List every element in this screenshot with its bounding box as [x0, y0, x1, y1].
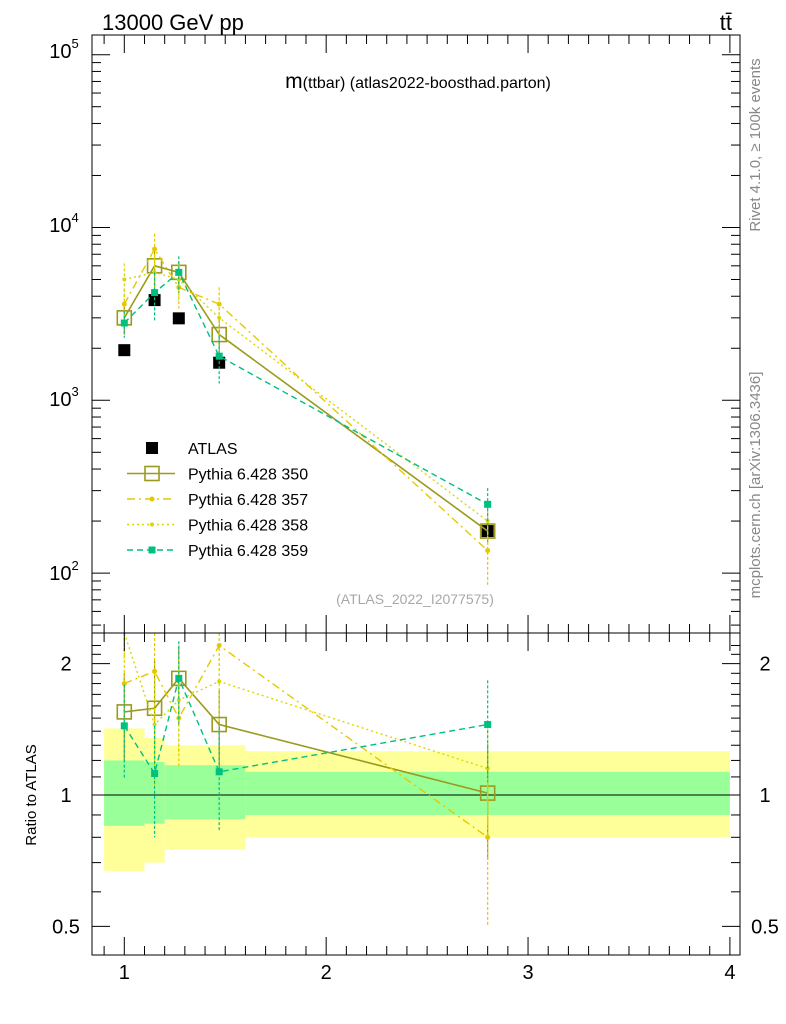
- main-series-line: [124, 271, 489, 522]
- main-data-point: [120, 319, 128, 327]
- legend-entry: ATLAS: [146, 441, 238, 458]
- legend-entry: Pythia 6.428 357: [127, 492, 308, 509]
- ratio-data-point: [152, 722, 157, 727]
- legend-entry: Pythia 6.428 359: [127, 543, 308, 560]
- plot-axes: 0.5 0.5 1 1 2 2 1 2 3 4: [52, 34, 779, 984]
- ratio-y-tick-label-right: 2: [759, 654, 770, 676]
- ratio-plot-frame: [91, 632, 741, 956]
- ratio-data-point: [217, 679, 222, 684]
- main-y-tick-exp: 5: [72, 36, 79, 51]
- ratio-y-tick-label-right: 0.5: [751, 916, 779, 938]
- ratio-data-point: [211, 716, 227, 733]
- main-data-point: [122, 277, 127, 282]
- ratio-data-point: [175, 674, 183, 682]
- main-y-tick-label: 102: [49, 558, 78, 585]
- header-left-label: 13000 GeV pp: [102, 10, 244, 35]
- ratio-y-tick-label-right: 1: [759, 785, 770, 807]
- main-y-tick-base: 10: [49, 563, 71, 585]
- ratio-y-tick-label: 2: [60, 654, 71, 676]
- main-y-tick-label: 103: [49, 384, 78, 411]
- main-data-point: [485, 548, 491, 554]
- legend-label: Pythia 6.428 359: [188, 543, 308, 560]
- legend-label: ATLAS: [188, 441, 238, 458]
- legend-label: Pythia 6.428 358: [188, 518, 308, 535]
- main-plot-title-rest: (ttbar) (atlas2022-boosthad.parton): [303, 75, 551, 92]
- x-tick-label: 4: [724, 962, 735, 984]
- legend-label: Pythia 6.428 350: [188, 467, 308, 484]
- ratio-data-point: [120, 722, 128, 730]
- ratio-data-point: [485, 834, 491, 840]
- mcplots-label: mcplots.cern.ch [arXiv:1306.3436]: [747, 372, 764, 599]
- ratio-data-point: [216, 643, 222, 649]
- analysis-id-label: (ATLAS_2022_I2077575): [336, 591, 494, 607]
- ratio-y-tick-label: 1: [60, 785, 71, 807]
- main-data-point: [118, 344, 131, 357]
- ratio-band-inner: [164, 765, 246, 820]
- legend-marker: [146, 442, 158, 454]
- ratio-series-3: [120, 641, 492, 838]
- main-data-point: [172, 312, 185, 325]
- ratio-data-point: [152, 668, 158, 674]
- main-plot-series: [116, 233, 496, 586]
- main-y-tick-base: 10: [49, 215, 71, 237]
- main-y-tick-base: 10: [49, 41, 71, 63]
- main-y-tick-exp: 3: [72, 384, 79, 399]
- main-y-tick-exp: 4: [72, 210, 79, 225]
- main-data-point: [176, 277, 181, 282]
- ratio-y-tick-label: 0.5: [52, 916, 80, 938]
- ratio-plot-series: [116, 632, 496, 927]
- legend-marker: [149, 496, 155, 502]
- legend-entry: Pythia 6.428 350: [127, 465, 308, 484]
- main-data-point: [151, 289, 159, 297]
- main-series-4: [120, 256, 492, 525]
- x-tick-label: 3: [522, 962, 533, 984]
- legend-marker: [148, 546, 156, 554]
- main-y-tick-label: 105: [49, 36, 78, 63]
- ratio-y-axis-label: Ratio to ATLAS: [23, 744, 40, 845]
- header-right-label: tt̄: [720, 10, 732, 35]
- ratio-uncertainty-bands: [92, 728, 740, 871]
- x-tick-label: 2: [321, 962, 332, 984]
- legend-marker: [144, 465, 160, 482]
- main-y-tick-base: 10: [49, 389, 71, 411]
- ratio-data-point: [484, 721, 492, 729]
- main-plot-title: m(ttbar) (atlas2022-boosthad.parton): [285, 70, 551, 93]
- legend: ATLAS Pythia 6.428 350 Pythia 6.428 357 Pyt…: [127, 441, 308, 560]
- main-data-point: [215, 352, 223, 360]
- ratio-data-point: [121, 681, 127, 687]
- main-y-tick-exp: 2: [72, 558, 79, 573]
- main-data-point: [484, 500, 492, 508]
- legend-marker: [150, 522, 154, 527]
- main-data-point: [152, 246, 158, 252]
- ratio-data-point: [215, 768, 223, 776]
- ratio-data-point: [485, 766, 490, 771]
- main-data-point: [175, 268, 183, 276]
- x-tick-label: 1: [119, 962, 130, 984]
- main-y-tick-label: 104: [49, 210, 78, 237]
- main-data-point: [217, 315, 222, 320]
- legend-label: Pythia 6.428 357: [188, 492, 308, 509]
- rivet-label: Rivet 4.1.0, ≥ 100k events: [747, 58, 764, 231]
- main-plot-title-symbol: m: [285, 70, 303, 93]
- ratio-data-point: [176, 698, 181, 703]
- legend-entry: Pythia 6.428 358: [127, 518, 308, 535]
- main-data-point: [121, 301, 127, 307]
- ratio-data-point: [151, 770, 159, 778]
